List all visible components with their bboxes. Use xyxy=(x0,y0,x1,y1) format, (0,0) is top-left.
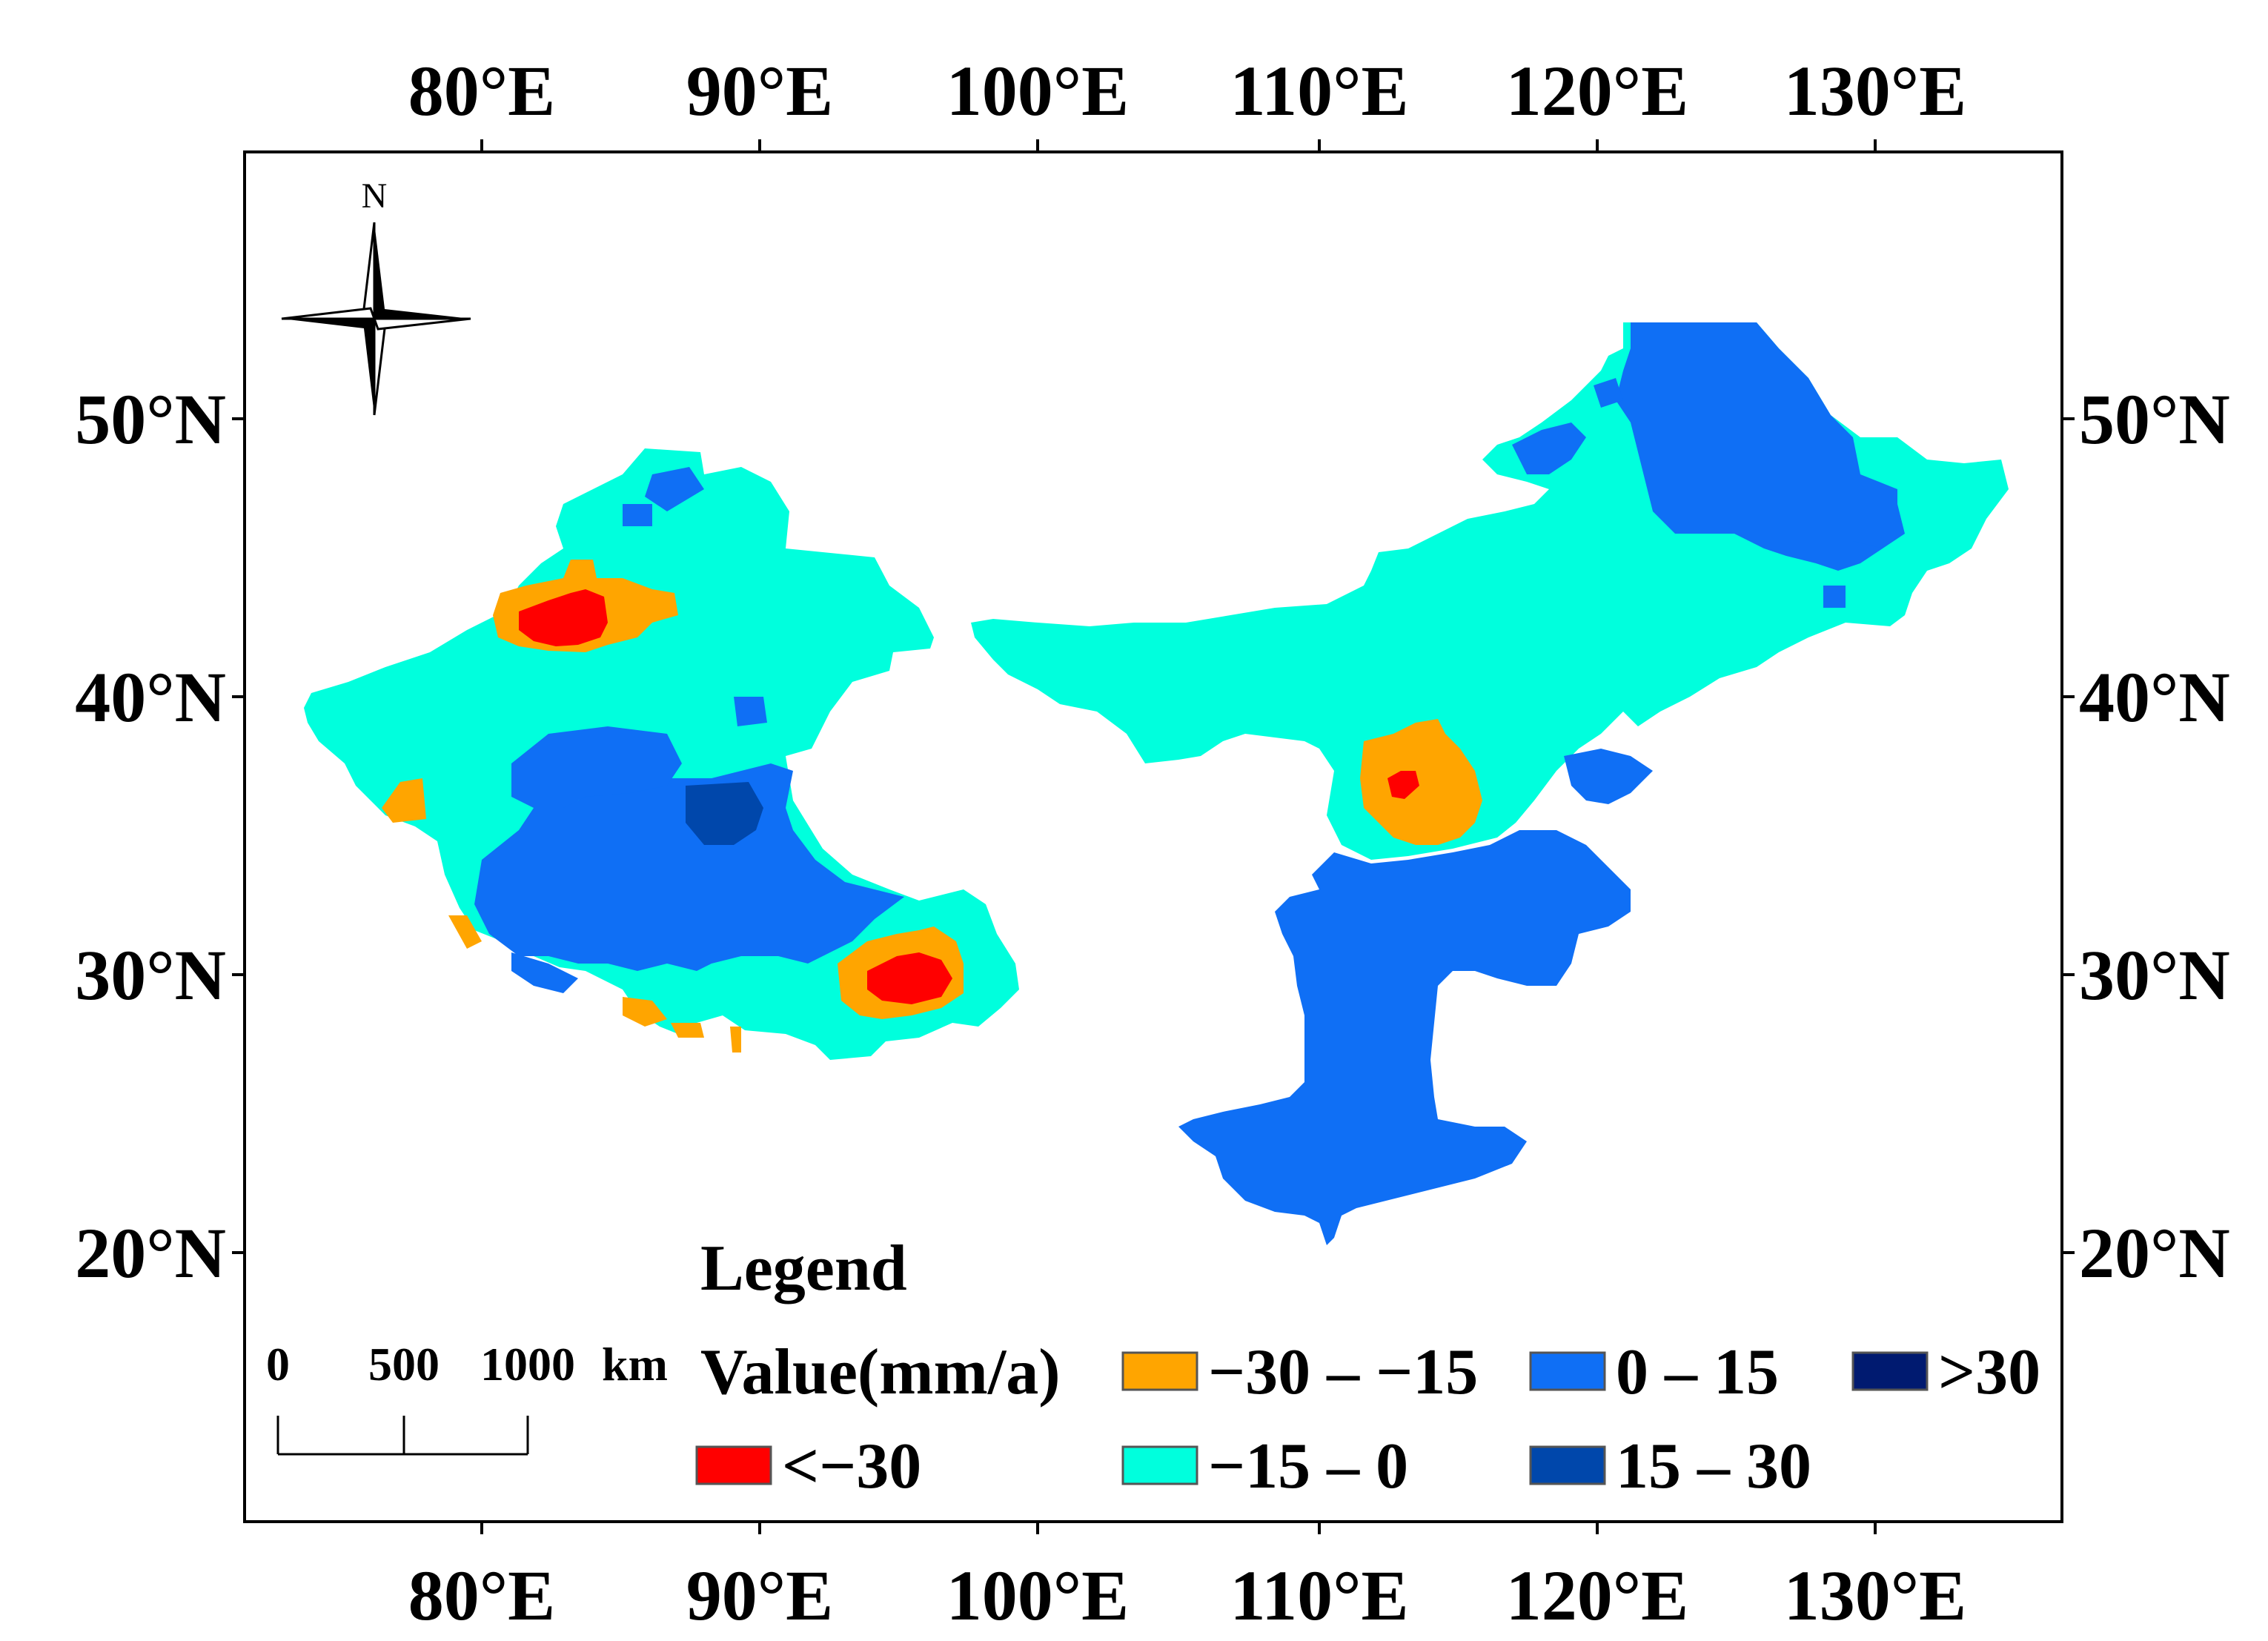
legend-class-label: >30 xyxy=(1938,1336,2040,1408)
west-pos-low-patch xyxy=(474,763,904,971)
lon-label: 90°E xyxy=(686,1556,833,1635)
legend-swatch xyxy=(1121,1445,1198,1485)
lon-label: 120°E xyxy=(1506,51,1688,130)
lat-label: 30°N xyxy=(2079,935,2230,1015)
legend-title: Legend xyxy=(700,1233,907,1304)
west-neg-mid-patch xyxy=(448,915,482,949)
lat-labels-left: 50°N 40°N 30°N 20°N xyxy=(75,379,226,1293)
lon-label: 90°E xyxy=(686,51,833,130)
lat-label: 20°N xyxy=(2079,1213,2230,1293)
east-pos-low-patch xyxy=(1616,322,1897,571)
lat-label: 20°N xyxy=(75,1213,226,1293)
lon-label: 80°E xyxy=(408,51,555,130)
lon-labels-top: 80°E 90°E 100°E 110°E 120°E 130°E xyxy=(408,51,1966,130)
west-neg-mid-patch xyxy=(623,997,667,1027)
east-pos-low-patch xyxy=(1512,422,1586,474)
east-region xyxy=(971,322,2009,1245)
lat-labels-right: 50°N 40°N 30°N 20°N xyxy=(2079,379,2230,1293)
west-pos-low-patch xyxy=(511,952,578,993)
legend-swatch xyxy=(695,1445,772,1485)
lon-label: 80°E xyxy=(408,1556,555,1635)
west-pos-low-patch xyxy=(623,504,652,526)
legend-class-label: −30 – −15 xyxy=(1208,1336,1478,1408)
scale-label: 500 xyxy=(368,1338,440,1390)
map-frame xyxy=(243,150,2063,1523)
legend-value-label: Value(mm/a) xyxy=(700,1336,1061,1408)
lat-label: 30°N xyxy=(75,935,226,1015)
legend: Legend Value(mm/a) −30 – −15 0 – 15 >30 … xyxy=(695,1233,2040,1502)
legend-class-label: −15 – 0 xyxy=(1208,1431,1408,1502)
lat-label: 40°N xyxy=(2079,657,2230,737)
legend-swatch xyxy=(1851,1351,1929,1391)
scale-unit: km xyxy=(602,1338,668,1390)
east-pos-low-patch xyxy=(1564,749,1653,804)
west-pos-low-patch xyxy=(734,697,767,726)
west-neg-high-patch xyxy=(519,589,608,646)
north-label: N xyxy=(362,176,388,216)
north-arrow-icon: N xyxy=(281,176,471,416)
legend-swatch xyxy=(1529,1445,1606,1485)
east-pos-low-patch xyxy=(1178,830,1631,1245)
legend-class-label: 15 – 30 xyxy=(1616,1431,1811,1502)
east-pos-low-patch xyxy=(1853,504,1905,548)
west-neg-mid-patch xyxy=(382,778,426,823)
legend-class-label: 0 – 15 xyxy=(1616,1336,1779,1408)
east-pos-low-patch xyxy=(1594,378,1623,408)
lon-label: 130°E xyxy=(1784,51,1966,130)
west-neg-high-patch xyxy=(867,952,952,1004)
lat-label: 50°N xyxy=(2079,379,2230,459)
west-neg-mid-patch xyxy=(671,1023,704,1038)
lat-label: 50°N xyxy=(75,379,226,459)
scale-bar: 0 500 1000 km xyxy=(266,1338,668,1456)
east-neg-high-patch xyxy=(1387,771,1419,799)
west-pos-low-patch xyxy=(511,726,682,808)
tick-marks xyxy=(232,139,2075,1534)
lon-label: 130°E xyxy=(1784,1556,1966,1635)
legend-swatch xyxy=(1121,1351,1198,1391)
west-region xyxy=(304,448,1019,1060)
lon-label: 110°E xyxy=(1230,51,1408,130)
lat-label: 40°N xyxy=(75,657,226,737)
west-pos-low-patch xyxy=(645,467,704,511)
lon-label: 100°E xyxy=(946,1556,1129,1635)
lon-label: 100°E xyxy=(946,51,1129,130)
legend-class-label: <−30 xyxy=(782,1431,921,1502)
scale-label: 0 xyxy=(266,1338,290,1390)
scale-label: 1000 xyxy=(480,1338,575,1390)
east-pos-low-patch xyxy=(1823,586,1846,608)
west-pos-mid-patch xyxy=(686,782,763,845)
legend-swatch xyxy=(1529,1351,1606,1391)
lon-labels-bottom: 80°E 90°E 100°E 110°E 120°E 130°E xyxy=(408,1556,1966,1635)
east-region-base xyxy=(971,322,2009,860)
lon-label: 110°E xyxy=(1230,1556,1408,1635)
west-neg-mid-patch xyxy=(730,1027,741,1052)
lon-label: 120°E xyxy=(1506,1556,1688,1635)
east-neg-mid-patch xyxy=(1360,719,1482,845)
